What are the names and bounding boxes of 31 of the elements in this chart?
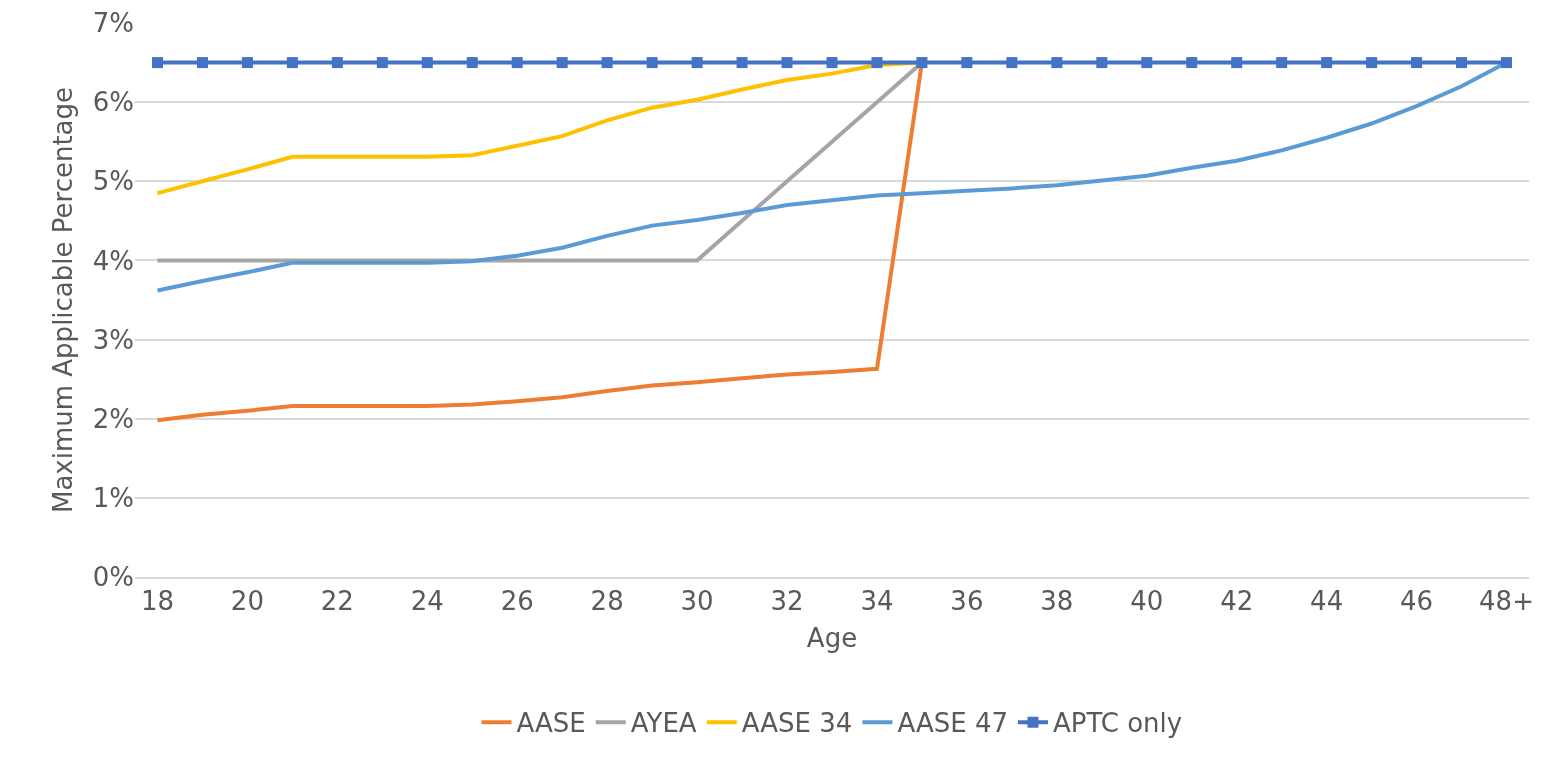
x-tick-label: 36 xyxy=(950,585,984,616)
x-tick-label: 24 xyxy=(410,585,444,616)
x-tick-label: 44 xyxy=(1310,585,1344,616)
x-tick-label: 22 xyxy=(320,585,354,616)
x-tick-label: 28 xyxy=(590,585,624,616)
y-tick-label: 7% xyxy=(92,8,134,39)
x-tick-label: 40 xyxy=(1130,585,1164,616)
x-axis-title: Age xyxy=(806,623,858,654)
y-tick-label: 0% xyxy=(92,562,134,593)
y-tick-label: 6% xyxy=(92,87,134,118)
y-tick-label: 1% xyxy=(92,482,134,513)
legend-label: AASE xyxy=(516,708,586,739)
x-tick-label: 30 xyxy=(680,585,714,616)
y-tick-label: 4% xyxy=(92,245,134,276)
y-axis-title: Maximum Applicable Percentage xyxy=(48,86,79,514)
y-tick-label: 2% xyxy=(92,403,134,434)
x-tick-label: 32 xyxy=(770,585,804,616)
x-tick-label: 34 xyxy=(860,585,894,616)
x-tick-label: 38 xyxy=(1040,585,1074,616)
legend-label: APTC only xyxy=(1052,708,1183,739)
legend-label: AYEA xyxy=(630,708,697,739)
x-tick-label: 46 xyxy=(1400,585,1434,616)
x-tick-label: 18 xyxy=(140,585,175,616)
legend-label: AASE 47 xyxy=(897,708,1008,739)
y-tick-label: 3% xyxy=(92,324,134,355)
x-tick-label: 20 xyxy=(230,585,264,616)
y-tick-label: 5% xyxy=(92,166,134,197)
x-tick-label: 48+ xyxy=(1479,585,1534,616)
x-tick-label: 42 xyxy=(1220,585,1254,616)
x-tick-label: 26 xyxy=(500,585,534,616)
legend-label: AASE 34 xyxy=(741,708,853,739)
